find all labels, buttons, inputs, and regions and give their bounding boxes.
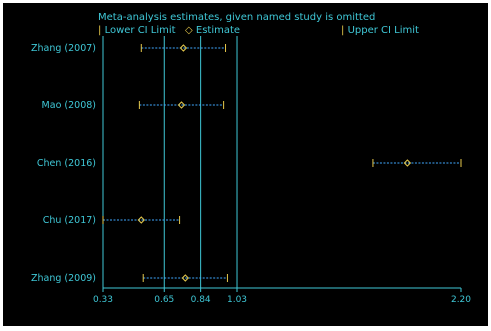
forest-plot-svg: Meta-analysis estimates, given named stu… <box>31 12 471 305</box>
legend: | Lower CI Limit ◇ Estimate | Upper CI Lim… <box>98 25 419 36</box>
study-row: Zhang (2009) <box>31 273 228 284</box>
study-label: Chu (2017) <box>43 215 96 226</box>
x-axis: 0.33 0.65 0.84 1.03 2.20 <box>93 287 471 305</box>
study-label: Chen (2016) <box>37 158 96 169</box>
x-tick-label: 0.84 <box>191 295 211 305</box>
legend-label: Upper CI Limit <box>348 25 419 36</box>
x-tick-label: 2.20 <box>451 295 471 305</box>
legend-label: Estimate <box>196 25 240 36</box>
study-row: Zhang (2007) <box>31 43 227 54</box>
legend-entry-3: | Upper CI Limit <box>341 25 419 36</box>
legend-entry-2: ◇ Estimate <box>185 25 240 36</box>
estimate-marker <box>177 101 186 109</box>
estimate-marker <box>179 44 188 52</box>
study-label: Mao (2008) <box>42 100 96 111</box>
forest-plot: Meta-analysis estimates, given named stu… <box>3 3 488 326</box>
x-tick-label: 0.33 <box>93 295 113 305</box>
study-row: Mao (2008) <box>42 100 225 111</box>
chart-title: Meta-analysis estimates, given named stu… <box>98 12 375 23</box>
x-tick-label: 1.03 <box>227 295 247 305</box>
estimate-marker <box>181 274 190 282</box>
study-label: Zhang (2009) <box>31 273 96 284</box>
study-label: Zhang (2007) <box>31 43 96 54</box>
study-row: Chu (2017) <box>43 215 181 226</box>
legend-marker: ◇ <box>185 25 196 36</box>
legend-label: Lower CI Limit <box>105 25 176 36</box>
reference-lines <box>102 36 238 288</box>
legend-marker: | <box>341 25 348 36</box>
x-tick-label: 0.65 <box>154 295 174 305</box>
legend-entry-1: | Lower CI Limit <box>98 25 176 36</box>
estimate-marker <box>403 159 412 167</box>
estimate-marker <box>137 216 145 224</box>
study-rows: Zhang (2007) Mao (2008) Chen (2016) Chu (20… <box>31 43 462 284</box>
legend-marker: | <box>98 25 105 36</box>
study-row: Chen (2016) <box>37 158 462 169</box>
